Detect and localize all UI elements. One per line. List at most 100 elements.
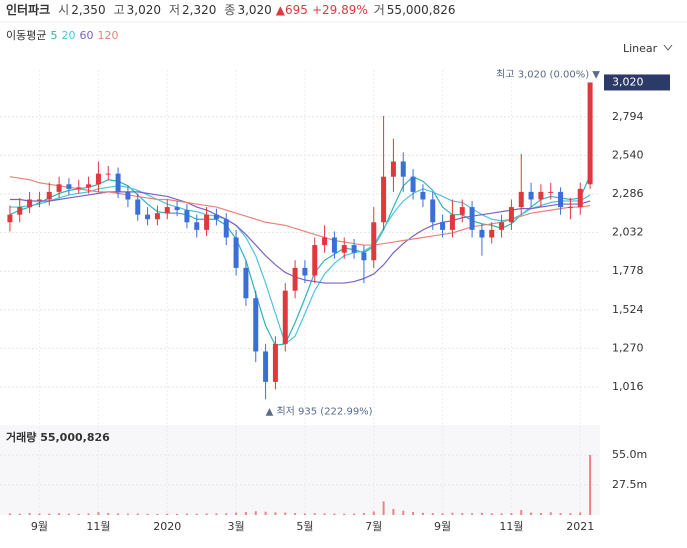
legend-entry: 60 [79, 29, 93, 42]
item-value: 2,350 [71, 3, 105, 17]
volume-bar [520, 510, 523, 515]
volume-value: 55,000,826 [387, 3, 456, 17]
item-value: 3,020 [237, 3, 271, 17]
volume-bar [136, 513, 139, 515]
candle-body [558, 191, 564, 208]
ma-line [9, 174, 591, 347]
y-tick-label: 1,016 [612, 380, 644, 393]
volume-bar [382, 501, 385, 515]
candle-body [312, 245, 318, 276]
candle-body [322, 237, 328, 246]
candle-body [469, 207, 475, 230]
candle-body [282, 290, 288, 344]
x-tick-label: 2021 [566, 520, 594, 533]
y-tick-label: 1,524 [612, 303, 644, 316]
volume-bar [490, 513, 493, 515]
volume-bar [185, 513, 188, 515]
low-note: ▲ 최저 935 (222.99%) [266, 405, 373, 417]
volume-bar [225, 513, 228, 515]
candle-body [223, 219, 229, 238]
volume-title: 거래량 55,000,826 [6, 430, 110, 444]
candle-body [459, 207, 465, 215]
candle-body [56, 184, 62, 192]
volume-bar [402, 510, 405, 515]
candle-body [528, 191, 534, 200]
volume-bar [97, 512, 100, 515]
candle-body [27, 199, 33, 208]
volume-bar [343, 513, 346, 515]
volume-bar [156, 513, 159, 515]
candle-body [164, 207, 170, 214]
price-tag-label: 3,020 [612, 75, 644, 88]
candle-body [154, 213, 160, 220]
volume-bar [67, 513, 70, 515]
candle-body [86, 184, 92, 188]
volume-bar [58, 513, 61, 515]
volume-bar [8, 513, 11, 515]
volume-bar [412, 511, 415, 515]
item-label: 저 [169, 3, 180, 17]
header: 인터파크 시 2,350 고 3,020 저 2,320 종 3,020 ▲695 +29.89% 거… [6, 2, 456, 17]
candle-body [7, 214, 13, 223]
candle-body [381, 176, 387, 223]
x-tick-label: 11월 [499, 520, 523, 533]
price-tag [604, 74, 670, 91]
candle-body [499, 222, 505, 230]
volume-bar [244, 511, 247, 515]
volume-bar [87, 513, 90, 515]
candle-body [135, 199, 141, 215]
candle-body [518, 191, 524, 208]
candle-body [371, 222, 377, 261]
volume-label: 거 [374, 3, 385, 17]
candle-body [253, 298, 259, 352]
candle-body [410, 176, 416, 192]
volume-bar [176, 513, 179, 515]
candle-body [36, 199, 42, 201]
volume-bar [126, 513, 129, 515]
candle-body [46, 191, 52, 200]
volume-bar [441, 513, 444, 515]
x-tick-label: 9월 [434, 520, 451, 533]
candle-body [66, 184, 72, 189]
candle-body [115, 173, 121, 192]
item-value: 3,020 [127, 3, 161, 17]
x-tick-label: 2020 [153, 520, 181, 533]
volume-bar [274, 512, 277, 515]
chevron [663, 44, 673, 51]
volume-bar [480, 512, 483, 515]
candle-body [479, 229, 485, 238]
volume-bar [392, 509, 395, 515]
volume-bar [530, 512, 533, 515]
legend-entry: 120 [97, 29, 118, 42]
volume-bar [451, 512, 454, 515]
candle-body [577, 188, 583, 208]
volume-bar [28, 513, 31, 515]
x-tick-label: 7월 [365, 520, 382, 533]
candle-body [430, 199, 436, 223]
volume-bar [431, 513, 434, 515]
volume-bar [264, 511, 267, 515]
volume-bar [313, 513, 316, 515]
y-tick-label: 2,794 [612, 110, 644, 123]
ma-legend: 이동평균 5 20 60 120 [6, 29, 118, 42]
candle-body [400, 161, 406, 177]
candle-body [17, 207, 23, 215]
volume-bar [421, 512, 424, 515]
volume-bar [284, 512, 287, 515]
volume-bar [107, 513, 110, 515]
volume-bar [333, 513, 336, 515]
item-label: 종 [224, 3, 235, 17]
candle-body [194, 222, 200, 230]
y-tick-label: 1,270 [612, 341, 644, 354]
item-label: 고 [114, 3, 125, 17]
volume-bar [579, 512, 582, 515]
ma-line [9, 176, 591, 246]
scale-button[interactable]: Linear [623, 42, 658, 55]
candle-body [548, 191, 554, 193]
volume-tick-label: 27.5m [612, 478, 647, 491]
x-tick-label: 3월 [228, 520, 245, 533]
volume-bar [569, 513, 572, 515]
candle-body [508, 207, 514, 223]
volume-bar [48, 513, 51, 515]
volume-bar [461, 513, 464, 515]
